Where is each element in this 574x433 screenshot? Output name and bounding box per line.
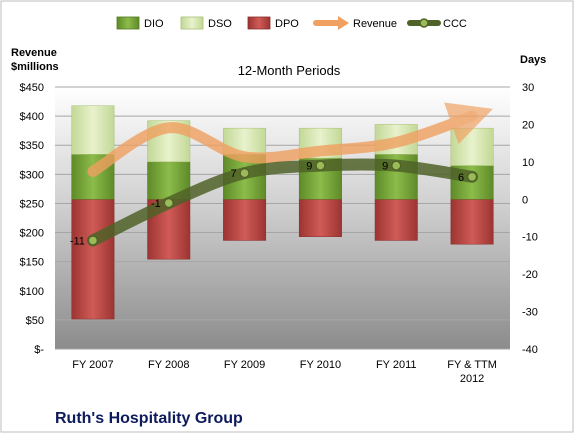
ccc-data-label: -1 [151,198,161,210]
legend-label-dio: DIO [144,18,164,30]
legend-marker-ccc [419,18,429,28]
legend-label-dpo: DPO [275,18,299,30]
chart-title: 12-Month Periods [238,63,341,78]
bar-dso [71,105,115,155]
ccc-point [87,235,99,246]
right-axis-tick: 20 [522,119,534,131]
legend-label-dso: DSO [208,18,232,30]
ccc-point [391,160,402,171]
ccc-data-label: 9 [382,161,388,173]
ccc-data-label: 9 [306,161,312,173]
x-axis-tick: FY & TTM [447,359,497,371]
right-axis-tick: -10 [522,232,538,244]
x-axis-tick: FY 2011 [376,359,417,371]
revenue-line [87,102,493,177]
ccc-data-label: 7 [230,168,236,180]
right-axis-tick: -30 [522,307,538,319]
company-name: Ruth's Hospitality Group [55,410,243,427]
left-axis-tick: $350 [20,140,44,152]
bar-dpo [223,199,267,241]
ccc-data-label: -11 [70,235,85,247]
x-axis-tick: FY 2007 [72,359,113,371]
bar-dpo [298,199,342,237]
ccc-point [315,160,326,171]
right-axis-tick: 30 [522,82,534,94]
ccc-data-label: 6 [458,172,464,184]
legend-swatch-dso [180,16,204,30]
ccc-point [163,197,174,209]
left-axis-tick: $150 [20,257,44,269]
left-axis-tick: $- [34,344,44,356]
left-axis-tick: $300 [20,169,44,181]
bar-dpo [374,199,418,241]
left-axis-tick: $250 [20,198,44,210]
ccc-point [466,171,478,183]
left-axis-label-line1: Revenue [11,47,57,59]
x-axis-tick: 2012 [460,373,484,385]
left-axis-tick: $450 [20,82,44,94]
x-axis-tick: FY 2009 [224,359,265,371]
right-axis-label: Days [520,54,546,66]
right-axis-tick: 10 [522,157,534,169]
left-axis-tick: $400 [20,111,44,123]
ccc-point [239,167,250,179]
right-axis-tick: -40 [522,344,538,356]
legend-label-ccc: CCC [443,18,467,30]
x-axis-tick: FY 2008 [148,359,189,371]
legend-label-revenue: Revenue [353,18,397,30]
right-axis-tick: 0 [522,194,528,206]
left-axis-tick: $100 [20,286,44,298]
bar-dpo [450,199,494,245]
x-axis-tick: FY 2010 [300,359,341,371]
left-axis-tick: $200 [20,228,44,240]
right-axis-tick: -20 [522,269,538,281]
bar-dpo [71,199,115,320]
legend-swatch-dio [116,16,140,30]
legend-arrowhead-revenue [338,16,349,30]
left-axis-tick: $50 [26,315,44,327]
bar-dso [450,127,494,166]
legend-swatch-dpo [247,16,271,30]
left-axis-label-line2: $millions [11,61,59,73]
